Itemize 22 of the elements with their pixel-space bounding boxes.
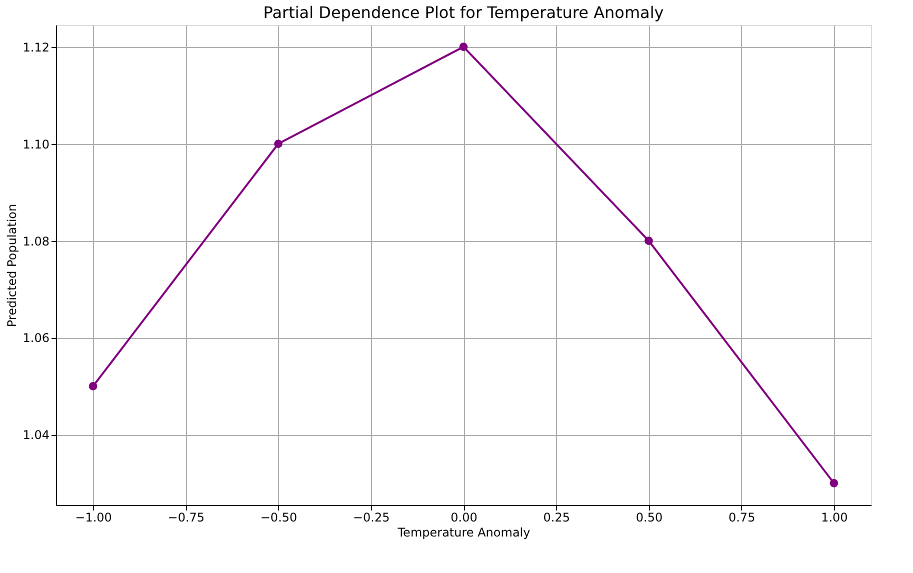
x-tick-label: 0.25 xyxy=(543,510,570,524)
y-tick-label: 1.04 xyxy=(22,428,50,442)
point xyxy=(459,42,468,51)
y-tick-label: 1.06 xyxy=(22,331,50,346)
x-tick-label: 0.00 xyxy=(450,510,478,524)
x-tick-label: −1.00 xyxy=(75,510,112,524)
y-axis-title: Predicted Population xyxy=(4,204,19,328)
x-tick-label: −0.50 xyxy=(260,510,298,524)
y-tick-label: 1.10 xyxy=(22,137,50,152)
x-tick-label: 0.75 xyxy=(728,510,756,524)
x-tick-label: −0.25 xyxy=(352,510,390,524)
x-tick-label: 0.50 xyxy=(636,510,663,524)
x-tick-label: −0.75 xyxy=(168,510,205,524)
point xyxy=(644,236,653,245)
point xyxy=(274,140,282,148)
x-tick-label: 1.00 xyxy=(821,510,848,524)
y-tick-label: 1.12 xyxy=(22,40,50,54)
point xyxy=(88,382,98,390)
point xyxy=(830,479,838,488)
x-axis-title: Temperature Anomaly xyxy=(396,526,530,540)
chart-title: Partial Dependence Plot for Temperature Anomaly xyxy=(263,3,664,22)
y-tick-label: 1.08 xyxy=(22,234,50,248)
